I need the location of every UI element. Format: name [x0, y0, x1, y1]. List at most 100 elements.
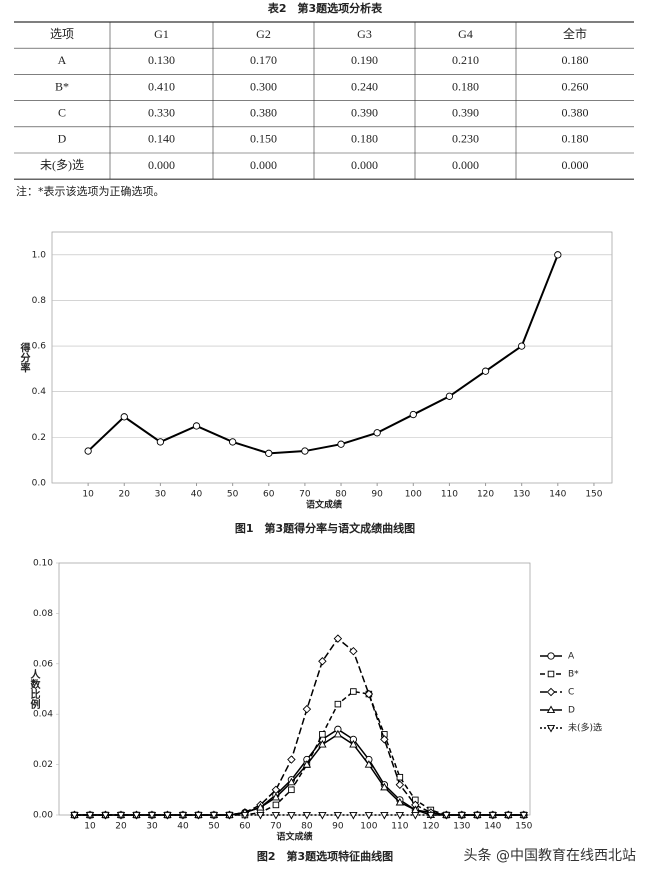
x-tick-label: 110: [441, 490, 458, 500]
marker: [364, 689, 374, 699]
marker: [163, 811, 172, 820]
x-tick-label: 30: [146, 822, 158, 832]
table-cell: D: [58, 132, 67, 146]
table-cell: 0.300: [250, 79, 277, 93]
x-tick-label: 10: [82, 490, 94, 500]
marker: [334, 700, 342, 708]
legend-label: C: [568, 688, 574, 698]
marker: [380, 811, 389, 820]
x-tick-label: 120: [477, 490, 494, 500]
marker: [287, 755, 296, 764]
marker: [120, 413, 128, 421]
marker: [333, 634, 343, 643]
x-tick-label: 20: [119, 490, 131, 500]
marker: [271, 811, 281, 820]
table-note: 注：*表示该选项为正确选项。: [16, 184, 165, 198]
legend-label: A: [568, 652, 575, 662]
marker: [301, 447, 309, 455]
marker: [287, 811, 296, 820]
marker: [349, 811, 358, 820]
plot-frame: [58, 562, 531, 816]
table-cell: A: [58, 53, 67, 67]
series-line: [74, 690, 524, 816]
x-tick-label: 130: [513, 490, 530, 500]
table-cell: 0.380: [250, 105, 277, 119]
y-tick-label: 1.0: [32, 250, 47, 260]
table-cell: C: [58, 105, 66, 119]
marker: [426, 811, 436, 820]
y-tick-label: 0.04: [33, 710, 53, 720]
marker: [240, 811, 250, 820]
table-cell: 0.180: [562, 132, 589, 146]
watermark: 头条 @中国教育在线西北站: [464, 847, 636, 864]
table-header: G1: [154, 27, 169, 41]
y-axis-label: 得分率: [18, 341, 31, 373]
y-axis-label: 人数比例: [28, 668, 40, 710]
x-tick-label: 80: [301, 822, 313, 832]
table-cell: 未(多)选: [40, 158, 84, 172]
table-cell: 0.330: [148, 105, 175, 119]
marker: [350, 688, 357, 695]
marker: [349, 646, 358, 656]
table-cell: 0.390: [351, 105, 378, 119]
marker: [395, 797, 405, 806]
marker: [547, 670, 555, 678]
table-cell: 0.000: [351, 158, 378, 172]
figure-caption: 图2 第3题选项特征曲线图: [257, 849, 393, 863]
y-tick-label: 0.08: [33, 609, 53, 619]
series-line: [74, 733, 524, 816]
table-cell: 0.000: [452, 158, 479, 172]
table-cell: 0.000: [562, 158, 589, 172]
marker: [546, 687, 556, 697]
y-tick-label: 0.0: [32, 479, 47, 489]
x-tick-label: 60: [263, 490, 275, 500]
series-line: [87, 254, 559, 455]
marker: [504, 811, 513, 820]
table-cell: 0.260: [562, 79, 589, 93]
marker: [272, 801, 280, 809]
marker: [318, 739, 327, 748]
table-cell: 0.170: [250, 53, 277, 67]
legend-label: 未(多)选: [568, 722, 602, 734]
table-cell: 0.140: [148, 132, 175, 146]
marker: [302, 704, 312, 714]
marker: [209, 811, 219, 820]
marker: [192, 422, 201, 430]
marker: [457, 811, 466, 820]
marker: [547, 652, 555, 660]
marker: [445, 392, 454, 400]
marker: [288, 786, 295, 794]
marker: [116, 811, 126, 820]
table-header: G3: [357, 27, 372, 41]
x-tick-label: 90: [332, 822, 344, 832]
x-tick-label: 50: [208, 822, 220, 832]
x-tick-label: 50: [227, 490, 239, 500]
table-header: 选项: [50, 27, 74, 41]
marker: [178, 811, 188, 820]
marker: [228, 438, 237, 446]
marker: [442, 811, 451, 820]
table-cell: 0.150: [250, 132, 277, 146]
table-cell: 0.230: [452, 132, 479, 146]
marker: [271, 792, 281, 801]
marker: [318, 811, 327, 820]
y-tick-label: 0.6: [32, 342, 47, 352]
x-tick-label: 150: [585, 490, 602, 500]
marker: [318, 657, 327, 666]
table-cell: 0.210: [452, 53, 479, 67]
marker: [337, 440, 345, 448]
table-cell: B*: [55, 79, 69, 93]
table-cell: 0.190: [351, 53, 378, 67]
marker: [380, 782, 389, 791]
marker: [546, 724, 556, 733]
table-cell: 0.390: [452, 105, 479, 119]
table-header: G4: [458, 27, 473, 41]
marker: [373, 429, 381, 437]
marker: [395, 811, 405, 820]
marker: [546, 705, 556, 714]
table-title: 表2 第3题选项分析表: [267, 1, 383, 15]
table-cell: 0.380: [562, 105, 589, 119]
x-tick-label: 150: [515, 822, 532, 832]
x-tick-label: 140: [484, 822, 501, 832]
table-header: 全市: [563, 26, 587, 41]
